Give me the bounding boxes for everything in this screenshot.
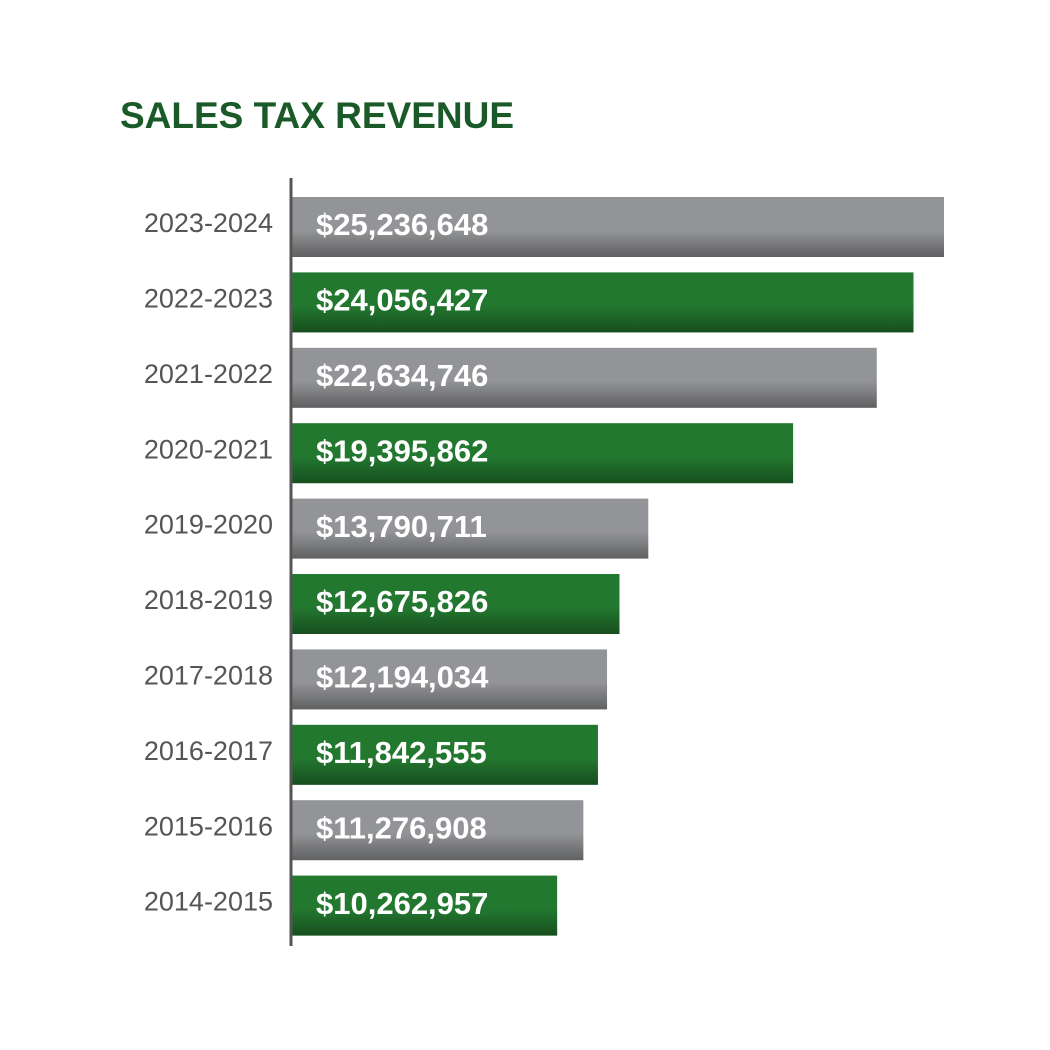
bar-shade: [292, 875, 558, 936]
category-label: 2019-2020: [144, 510, 273, 540]
bar-shade: [292, 197, 944, 257]
category-label: 2020-2021: [144, 434, 273, 464]
bar-shade: [292, 347, 877, 408]
bar-shade: [292, 724, 598, 785]
value-label: $11,276,908: [316, 810, 487, 845]
category-label: 2022-2023: [144, 284, 273, 314]
value-label: $12,194,034: [316, 660, 489, 695]
value-label: $11,842,555: [316, 735, 487, 770]
bar-shade: [292, 574, 620, 634]
category-label: 2018-2019: [144, 585, 273, 615]
value-label: $22,634,746: [316, 358, 488, 393]
value-label: $10,262,957: [316, 886, 488, 921]
chart-title: SALES TAX REVENUE: [120, 95, 514, 136]
value-label: $12,675,826: [316, 584, 488, 619]
category-label: 2016-2017: [144, 736, 273, 766]
value-label: $19,395,862: [316, 433, 488, 468]
bar-shade: [292, 649, 608, 710]
category-label: 2017-2018: [144, 661, 273, 691]
category-label: 2015-2016: [144, 811, 273, 841]
bar-shade: [292, 498, 649, 559]
category-label: 2023-2024: [144, 208, 273, 238]
category-label: 2021-2022: [144, 359, 273, 389]
category-label: 2014-2015: [144, 887, 273, 917]
bar-shade: [292, 272, 914, 333]
value-label: $24,056,427: [316, 283, 488, 318]
value-label: $13,790,711: [316, 509, 487, 544]
bar-shade: [292, 423, 794, 484]
bar-shade: [292, 800, 584, 861]
value-label: $25,236,648: [316, 207, 488, 242]
